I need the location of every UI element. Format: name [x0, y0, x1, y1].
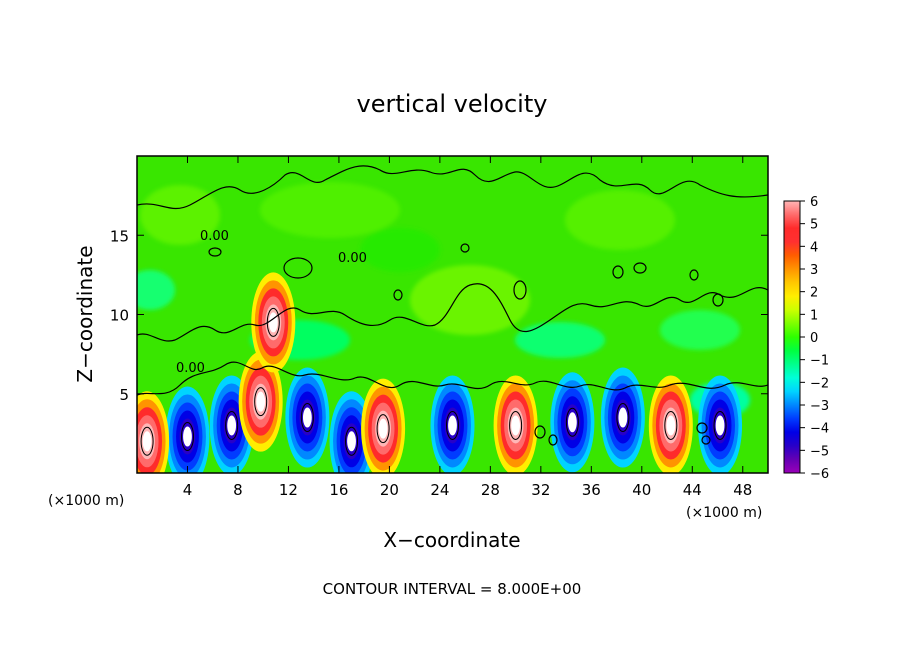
downdraft-cell-core-contour [616, 403, 630, 433]
downdraft-cell-ring [567, 412, 577, 433]
updraft-cell-ring [142, 431, 152, 452]
colorbar-tick-label: −2 [810, 376, 829, 391]
x-tick-label: 40 [632, 481, 651, 499]
colorbar-tick-label: −4 [810, 422, 829, 437]
contour-label: 0.00 [200, 229, 229, 244]
contour-lines [137, 165, 768, 446]
colorbar [783, 200, 801, 474]
downdraft-cell-ring [715, 415, 725, 436]
convective-cells [137, 272, 743, 473]
colorbar-tick-label: 3 [810, 263, 818, 278]
downdraft-cell-core-contour [345, 426, 359, 456]
contour-label: 0.00 [176, 361, 205, 376]
contour-line [137, 361, 768, 396]
downdraft-cell-core-contour [713, 410, 727, 440]
updraft-cell-ring [378, 418, 388, 439]
updraft-cell-ring [666, 415, 676, 436]
plot-area: 0.00 0.00 0.00 [137, 156, 768, 473]
updraft-cell-ring [511, 415, 520, 436]
downdraft-cell-core-contour [446, 410, 459, 440]
downdraft-cell-ring [227, 415, 237, 436]
footer-note: CONTOUR INTERVAL = 8.000E+00 [323, 580, 582, 598]
y-tick-label: 5 [119, 386, 129, 404]
downdraft-cell-ring [448, 415, 457, 436]
colorbar-tick-label: 2 [810, 286, 818, 301]
x-tick-label: 24 [430, 481, 449, 499]
updraft-cell-ring [268, 312, 278, 333]
x-tick-label: 48 [733, 481, 752, 499]
x-tick-label: 32 [531, 481, 550, 499]
downdraft-cell-core-contour [300, 403, 314, 433]
x-axis-unit: (×1000 m) [48, 493, 124, 509]
x-axis: 4 8 12 16 20 24 28 32 36 40 44 48 [183, 156, 752, 499]
updraft-cell-core-contour [254, 387, 268, 417]
contour-line [137, 165, 768, 210]
y-axis-label: Z−coordinate [73, 245, 97, 382]
colorbar-tick-label: −5 [810, 444, 829, 459]
contour-line [137, 283, 768, 342]
x-axis-label: X−coordinate [383, 528, 520, 552]
updraft-cell-core-contour [664, 410, 678, 440]
x-tick-label: 12 [279, 481, 298, 499]
updraft-cell-core-contour [140, 426, 154, 456]
y-tick-label: 10 [110, 307, 129, 325]
downdraft-cell-ring [302, 407, 312, 428]
contour-label: 0.00 [338, 251, 367, 266]
contour-labels: 0.00 0.00 0.00 [176, 229, 367, 376]
colorbar-tick-label: 4 [810, 240, 818, 255]
colorbar-tick-label: −1 [810, 354, 829, 369]
y-axis: 5 10 15 [110, 227, 768, 404]
x-tick-label: 4 [183, 481, 193, 499]
colorbar-ticks: 6 5 4 3 2 1 0 −1 −2 −3 −4 −5 −6 [800, 195, 829, 482]
downdraft-cell-ring [347, 431, 356, 452]
x-tick-label: 8 [233, 481, 243, 499]
chart-title: vertical velocity [357, 90, 548, 118]
x-tick-label: 44 [683, 481, 702, 499]
downdraft-cell-ring [183, 426, 192, 447]
colorbar-tick-label: 6 [810, 195, 818, 210]
colorbar-tick-label: −6 [810, 467, 829, 482]
y-tick-label: 15 [110, 227, 129, 245]
downdraft-cell-ring [618, 407, 628, 428]
downdraft-cell-core-contour [565, 407, 579, 437]
colorbar-tick-label: 1 [810, 308, 818, 323]
updraft-cell-core-contour [376, 414, 390, 444]
x-tick-label: 28 [481, 481, 500, 499]
downdraft-cell-core-contour [225, 410, 239, 440]
colorbar-tick-label: 0 [810, 331, 818, 346]
updraft-cell-core-contour [509, 410, 523, 440]
colorbar-tick-label: −3 [810, 399, 829, 414]
x-tick-label: 16 [329, 481, 348, 499]
updraft-cell-ring [256, 391, 266, 412]
x-tick-label: 20 [380, 481, 399, 499]
x-tick-label: 36 [582, 481, 601, 499]
colorbar-tick-label: 5 [810, 218, 818, 233]
downdraft-cell-core-contour [180, 422, 194, 452]
x-axis-unit-right: (×1000 m) [686, 505, 762, 521]
